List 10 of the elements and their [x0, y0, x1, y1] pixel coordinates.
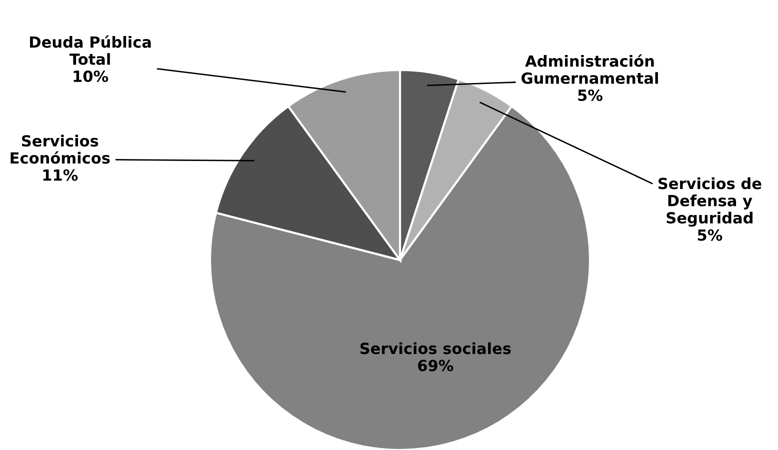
slice-label: Servicios de Defensa y Seguridad	[658, 177, 762, 227]
slice-label: Servicios Económicos	[10, 134, 110, 164]
slice-label: Deuda Pública Total	[30, 35, 151, 65]
data-label: 69%	[418, 360, 454, 372]
slice-label: Servicios sociales	[360, 342, 511, 354]
data-label: 11%	[43, 169, 78, 181]
data-label: 5%	[698, 229, 722, 241]
data-label: 10%	[74, 70, 108, 82]
data-label: 5%	[578, 89, 602, 102]
slice-label: Administración Gumernamental	[522, 54, 658, 84]
